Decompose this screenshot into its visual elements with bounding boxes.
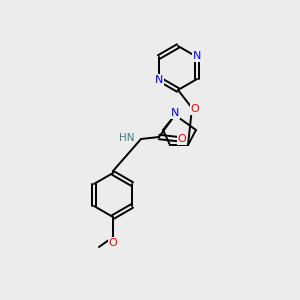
Text: N: N xyxy=(193,51,201,61)
Text: N: N xyxy=(171,108,179,118)
Text: N: N xyxy=(155,75,163,85)
Text: O: O xyxy=(178,134,186,144)
Text: O: O xyxy=(109,238,117,248)
Text: O: O xyxy=(190,104,200,114)
Text: HN: HN xyxy=(118,133,134,143)
